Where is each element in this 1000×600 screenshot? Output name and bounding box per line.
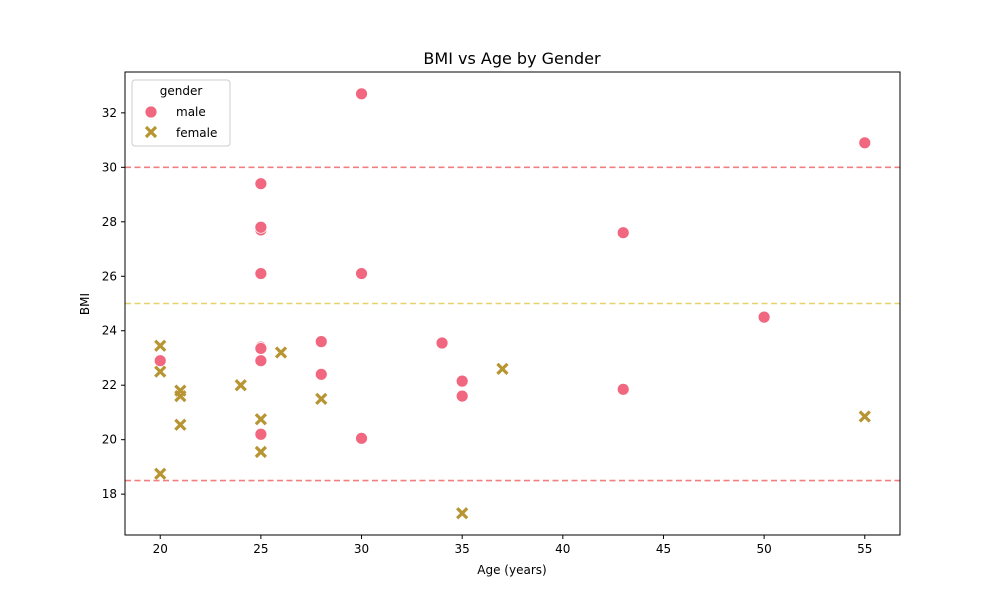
- female-point: [154, 339, 167, 352]
- y-tick-label: 28: [102, 215, 117, 229]
- legend: gender male female: [131, 79, 231, 147]
- female-point: [456, 507, 469, 520]
- y-tick-label: 20: [102, 433, 117, 447]
- legend-female-label: female: [176, 126, 217, 140]
- male-point: [254, 342, 268, 355]
- female-point: [496, 362, 509, 375]
- male-point: [314, 335, 328, 349]
- legend-male-label: male: [176, 105, 206, 119]
- male-point: [314, 367, 328, 381]
- female-point: [858, 410, 871, 423]
- plot-area: 20 25 30 35 40 45 50 55 18 20 22 24 26 28 30 32: [102, 71, 901, 556]
- male-point: [455, 389, 469, 403]
- female-point: [254, 445, 268, 459]
- x-tick-label: 35: [455, 542, 470, 556]
- legend-male-marker: [144, 105, 158, 119]
- female-point: [274, 346, 288, 359]
- y-axis-label: BMI: [78, 293, 92, 315]
- x-tick-label: 30: [354, 542, 369, 556]
- x-axis-label: Age (years): [477, 563, 546, 577]
- y-tick-label: 22: [102, 378, 117, 392]
- female-point: [234, 379, 247, 392]
- male-point: [355, 431, 368, 445]
- chart-title: BMI vs Age by Gender: [423, 49, 601, 68]
- male-point: [455, 374, 469, 388]
- male-point: [355, 267, 368, 280]
- x-tick-label: 40: [555, 542, 570, 556]
- female-point: [154, 365, 167, 378]
- male-point: [616, 226, 630, 240]
- male-point: [254, 354, 268, 368]
- y-tick-label: 30: [102, 160, 117, 174]
- female-point: [174, 389, 187, 403]
- x-tick-label: 55: [857, 542, 872, 556]
- legend-female-marker: [144, 125, 158, 139]
- male-point: [616, 382, 630, 396]
- female-point: [254, 413, 268, 426]
- female-point: [315, 392, 328, 405]
- male-point: [858, 136, 872, 150]
- y-tick-label: 24: [102, 324, 117, 338]
- y-tick-label: 26: [102, 269, 117, 283]
- male-point: [435, 336, 449, 350]
- male-point: [757, 310, 771, 324]
- male-point: [254, 220, 268, 234]
- x-tick-label: 25: [253, 542, 268, 556]
- x-tick-label: 45: [656, 542, 671, 556]
- x-tick-label: 50: [756, 542, 771, 556]
- female-point: [154, 467, 167, 480]
- y-tick-label: 18: [102, 487, 117, 501]
- male-point: [254, 267, 268, 280]
- male-point: [153, 354, 167, 368]
- x-tick-label: 20: [153, 542, 168, 556]
- male-point: [254, 427, 268, 441]
- plot-frame: [124, 71, 901, 536]
- legend-title: gender: [160, 84, 203, 98]
- male-point: [355, 87, 368, 101]
- male-point: [254, 177, 268, 191]
- y-tick-label: 32: [102, 106, 117, 120]
- female-point: [174, 418, 187, 431]
- legend-frame: [131, 79, 231, 147]
